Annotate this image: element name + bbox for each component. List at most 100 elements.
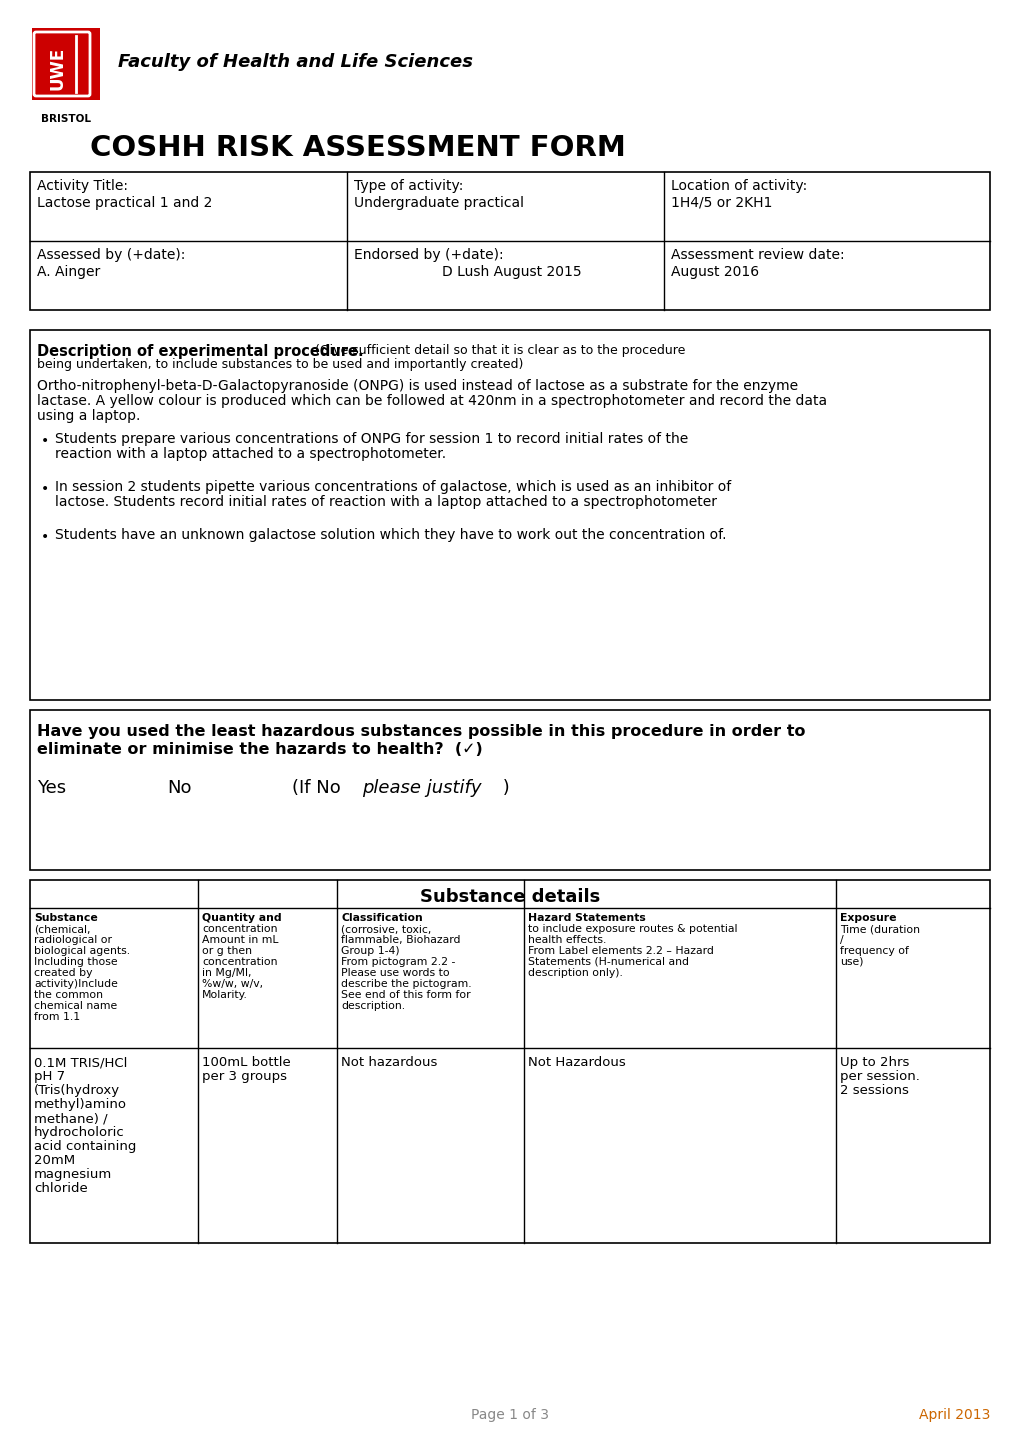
Text: (corrosive, toxic,: (corrosive, toxic, bbox=[341, 924, 431, 934]
Text: •: • bbox=[41, 434, 49, 447]
Bar bbox=[32, 27, 100, 100]
Text: using a laptop.: using a laptop. bbox=[37, 408, 141, 423]
Text: Lactose practical 1 and 2: Lactose practical 1 and 2 bbox=[37, 196, 212, 211]
Text: Including those: Including those bbox=[34, 957, 117, 967]
Text: No: No bbox=[167, 779, 192, 797]
Text: use): use) bbox=[840, 957, 863, 967]
Text: Students have an unknown galactose solution which they have to work out the conc: Students have an unknown galactose solut… bbox=[55, 528, 726, 543]
Text: Assessment review date:: Assessment review date: bbox=[669, 248, 844, 263]
Text: Exposure: Exposure bbox=[840, 913, 896, 924]
Text: biological agents.: biological agents. bbox=[34, 947, 130, 957]
Text: concentration: concentration bbox=[202, 957, 277, 967]
Text: (chemical,: (chemical, bbox=[34, 924, 91, 934]
Text: Description of experimental procedure.: Description of experimental procedure. bbox=[37, 343, 363, 359]
Text: April 2013: April 2013 bbox=[918, 1408, 989, 1421]
Text: or g then: or g then bbox=[202, 947, 252, 957]
Text: magnesium: magnesium bbox=[34, 1167, 112, 1180]
Text: hydrocholoric: hydrocholoric bbox=[34, 1126, 124, 1139]
Text: Not hazardous: Not hazardous bbox=[341, 1056, 437, 1069]
Text: per 3 groups: per 3 groups bbox=[202, 1071, 286, 1084]
Text: lactase. A yellow colour is produced which can be followed at 420nm in a spectro: lactase. A yellow colour is produced whi… bbox=[37, 394, 826, 408]
Bar bbox=[30, 330, 989, 700]
Text: COSHH RISK ASSESSMENT FORM: COSHH RISK ASSESSMENT FORM bbox=[90, 134, 626, 162]
Text: flammable, Biohazard: flammable, Biohazard bbox=[341, 935, 461, 945]
Text: chloride: chloride bbox=[34, 1182, 88, 1195]
Text: Have you used the least hazardous substances possible in this procedure in order: Have you used the least hazardous substa… bbox=[37, 724, 805, 739]
Text: chemical name: chemical name bbox=[34, 1001, 117, 1012]
Text: %w/w, w/v,: %w/w, w/v, bbox=[202, 978, 263, 988]
Text: Hazard Statements: Hazard Statements bbox=[528, 913, 645, 924]
Text: Not Hazardous: Not Hazardous bbox=[528, 1056, 626, 1069]
Text: Endorsed by (+date):: Endorsed by (+date): bbox=[354, 248, 503, 263]
Text: from 1.1: from 1.1 bbox=[34, 1012, 81, 1022]
Text: lactose. Students record initial rates of reaction with a laptop attached to a s: lactose. Students record initial rates o… bbox=[55, 495, 716, 509]
Bar bbox=[30, 880, 989, 1242]
Text: frequency of: frequency of bbox=[840, 947, 908, 957]
Text: Substance details: Substance details bbox=[420, 887, 599, 906]
Text: Time (duration: Time (duration bbox=[840, 924, 919, 934]
Text: concentration: concentration bbox=[202, 924, 277, 934]
Text: From pictogram 2.2 -: From pictogram 2.2 - bbox=[341, 957, 455, 967]
Text: description.: description. bbox=[341, 1001, 405, 1012]
Bar bbox=[30, 172, 989, 310]
Text: A. Ainger: A. Ainger bbox=[37, 266, 100, 278]
Text: 0.1M TRIS/HCl: 0.1M TRIS/HCl bbox=[34, 1056, 127, 1069]
Text: being undertaken, to include substances to be used and importantly created): being undertaken, to include substances … bbox=[37, 358, 523, 371]
Text: eliminate or minimise the hazards to health?  (✓): eliminate or minimise the hazards to hea… bbox=[37, 742, 482, 758]
Text: In session 2 students pipette various concentrations of galactose, which is used: In session 2 students pipette various co… bbox=[55, 481, 731, 494]
Text: Yes: Yes bbox=[37, 779, 66, 797]
Text: UWE: UWE bbox=[49, 46, 67, 89]
Text: (Tris(hydroxy: (Tris(hydroxy bbox=[34, 1084, 120, 1097]
Text: •: • bbox=[41, 482, 49, 496]
Text: per session.: per session. bbox=[840, 1071, 919, 1084]
Text: 2 sessions: 2 sessions bbox=[840, 1084, 908, 1097]
Text: Assessed by (+date):: Assessed by (+date): bbox=[37, 248, 185, 263]
Text: /: / bbox=[840, 935, 843, 945]
Text: Substance: Substance bbox=[34, 913, 98, 924]
Text: to include exposure routes & potential: to include exposure routes & potential bbox=[528, 924, 737, 934]
Text: Classification: Classification bbox=[341, 913, 423, 924]
Text: describe the pictogram.: describe the pictogram. bbox=[341, 978, 472, 988]
Text: (Give sufficient detail so that it is clear as to the procedure: (Give sufficient detail so that it is cl… bbox=[307, 343, 685, 356]
Text: 1H4/5 or 2KH1: 1H4/5 or 2KH1 bbox=[669, 196, 771, 211]
Text: health effects.: health effects. bbox=[528, 935, 606, 945]
Text: 20mM: 20mM bbox=[34, 1154, 75, 1167]
Bar bbox=[30, 710, 989, 870]
Text: Statements (H-numerical and: Statements (H-numerical and bbox=[528, 957, 689, 967]
Text: Group 1-4): Group 1-4) bbox=[341, 947, 399, 957]
Text: Type of activity:: Type of activity: bbox=[354, 179, 463, 193]
Text: (If No: (If No bbox=[291, 779, 346, 797]
Text: 100mL bottle: 100mL bottle bbox=[202, 1056, 290, 1069]
Text: Location of activity:: Location of activity: bbox=[669, 179, 806, 193]
Text: D Lush August 2015: D Lush August 2015 bbox=[442, 266, 582, 278]
Text: Activity Title:: Activity Title: bbox=[37, 179, 127, 193]
Text: BRISTOL: BRISTOL bbox=[41, 114, 91, 124]
Text: See end of this form for: See end of this form for bbox=[341, 990, 471, 1000]
Text: in Mg/Ml,: in Mg/Ml, bbox=[202, 968, 252, 978]
Text: please justify: please justify bbox=[362, 779, 481, 797]
Text: Quantity and: Quantity and bbox=[202, 913, 281, 924]
Text: Please use words to: Please use words to bbox=[341, 968, 449, 978]
Text: description only).: description only). bbox=[528, 968, 623, 978]
Text: activity)Include: activity)Include bbox=[34, 978, 118, 988]
Text: radiological or: radiological or bbox=[34, 935, 112, 945]
Text: methyl)amino: methyl)amino bbox=[34, 1098, 127, 1111]
Text: Faculty of Health and Life Sciences: Faculty of Health and Life Sciences bbox=[118, 53, 473, 71]
Text: pH 7: pH 7 bbox=[34, 1071, 65, 1084]
Text: Students prepare various concentrations of ONPG for session 1 to record initial : Students prepare various concentrations … bbox=[55, 431, 688, 446]
Text: Amount in mL: Amount in mL bbox=[202, 935, 278, 945]
Text: the common: the common bbox=[34, 990, 103, 1000]
FancyBboxPatch shape bbox=[34, 32, 90, 97]
Text: Ortho-nitrophenyl-beta-D-Galactopyranoside (ONPG) is used instead of lactose as : Ortho-nitrophenyl-beta-D-Galactopyranosi… bbox=[37, 380, 797, 392]
Text: ): ) bbox=[496, 779, 510, 797]
Text: Up to 2hrs: Up to 2hrs bbox=[840, 1056, 909, 1069]
Text: From Label elements 2.2 – Hazard: From Label elements 2.2 – Hazard bbox=[528, 947, 713, 957]
Text: acid containing: acid containing bbox=[34, 1140, 137, 1153]
Text: August 2016: August 2016 bbox=[669, 266, 758, 278]
Text: Undergraduate practical: Undergraduate practical bbox=[354, 196, 524, 211]
Text: created by: created by bbox=[34, 968, 93, 978]
Text: Molarity.: Molarity. bbox=[202, 990, 248, 1000]
Text: methane) /: methane) / bbox=[34, 1113, 108, 1126]
Text: •: • bbox=[41, 530, 49, 544]
Text: Page 1 of 3: Page 1 of 3 bbox=[471, 1408, 548, 1421]
